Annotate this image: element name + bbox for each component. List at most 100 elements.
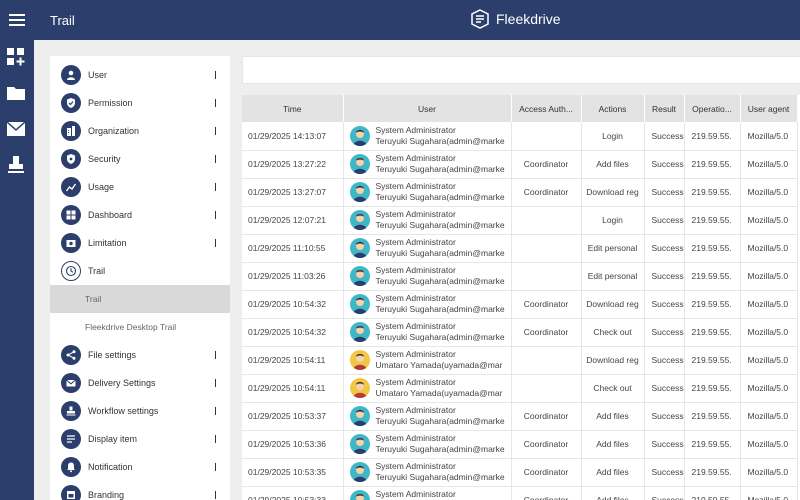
cell-result: Success xyxy=(644,402,685,431)
cell-action: Add files xyxy=(581,402,645,431)
table-row[interactable]: 01/29/2025 14:13:07 System Administrator T… xyxy=(242,122,798,151)
hamburger-menu-icon[interactable] xyxy=(0,0,34,40)
clock-icon xyxy=(61,261,81,281)
table-row[interactable]: 01/29/2025 10:54:11 System Administrator U… xyxy=(242,346,798,375)
user-name: Umataro Yamada(uyamada@mar xyxy=(375,388,503,398)
table-row[interactable]: 01/29/2025 10:54:32 System Administrator T… xyxy=(242,290,798,319)
avatar xyxy=(349,238,370,258)
stamp-icon[interactable] xyxy=(5,154,27,176)
table-row[interactable]: 01/29/2025 10:53:35 System Administrator T… xyxy=(242,458,798,487)
cell-access-authority xyxy=(511,206,582,235)
cell-result: Success xyxy=(644,262,685,291)
sidebar-item-branding[interactable]: Branding xyxy=(50,481,230,500)
folder-icon[interactable] xyxy=(5,82,27,104)
column-header-time[interactable]: Time xyxy=(242,95,344,122)
user-name: Teruyuki Sugahara(admin@marke xyxy=(375,472,505,482)
cell-operation: 219.59.55. xyxy=(684,262,741,291)
column-header-access-authority[interactable]: Access Auth... xyxy=(511,95,582,122)
column-header-user[interactable]: User xyxy=(343,95,512,122)
avatar xyxy=(349,434,370,454)
sidebar-item-trail[interactable]: Trail xyxy=(50,257,230,285)
chevron-icon xyxy=(215,183,216,191)
column-header-actions[interactable]: Actions xyxy=(581,95,645,122)
cell-access-authority: Coordinator xyxy=(511,150,582,179)
cell-operation: 219.59.55. xyxy=(684,206,741,235)
table-row[interactable]: 01/29/2025 11:03:26 System Administrator T… xyxy=(242,262,798,291)
sidebar-item-file-settings[interactable]: File settings xyxy=(50,341,230,369)
chevron-icon xyxy=(215,211,216,219)
cell-operation: 219.59.55. xyxy=(684,290,741,319)
sidebar-item-usage[interactable]: Usage xyxy=(50,173,230,201)
cell-result: Success xyxy=(644,430,685,459)
avatar xyxy=(349,322,370,342)
user-role: System Administrator xyxy=(375,209,456,219)
sidebar-subitem-trail[interactable]: Trail xyxy=(50,285,230,313)
sidebar-item-user[interactable]: User xyxy=(50,61,230,89)
sidebar-subitem-desktop-trail[interactable]: Fleekdrive Desktop Trail xyxy=(85,322,177,332)
table-row[interactable]: 01/29/2025 10:54:11 System Administrator U… xyxy=(242,374,798,403)
cell-time: 01/29/2025 10:54:11 xyxy=(242,346,344,375)
chevron-icon xyxy=(215,239,216,247)
brand-logo[interactable]: Fleekdrive xyxy=(470,9,561,29)
cell-time: 01/29/2025 10:54:32 xyxy=(242,318,344,347)
dashboard-add-icon[interactable] xyxy=(5,46,27,68)
column-header-user-agent[interactable]: User agent xyxy=(740,95,798,122)
sidebar-item-delivery-settings[interactable]: Delivery Settings xyxy=(50,369,230,397)
workflow-icon xyxy=(61,401,81,421)
column-header-result[interactable]: Result xyxy=(644,95,685,122)
filter-bar[interactable] xyxy=(242,56,800,84)
sidebar-item-permission[interactable]: Permission xyxy=(50,89,230,117)
sidebar-item-display-item[interactable]: Display item xyxy=(50,425,230,453)
top-bar: Trail Fleekdrive xyxy=(0,0,800,40)
user-name: Teruyuki Sugahara(admin@marke xyxy=(375,135,505,146)
chevron-icon xyxy=(215,491,216,499)
table-row[interactable]: 01/29/2025 13:27:07 System Administrator T… xyxy=(242,178,798,207)
cell-action: Download reg xyxy=(581,290,645,319)
chevron-icon xyxy=(215,407,216,415)
sidebar-item-security[interactable]: Security xyxy=(50,145,230,173)
user-role: System Administrator xyxy=(375,405,456,415)
table-row[interactable]: 01/29/2025 10:53:37 System Administrator T… xyxy=(242,402,798,431)
cell-operation: 219.59.55. xyxy=(684,346,741,375)
cell-result: Success xyxy=(644,150,685,179)
table-row[interactable]: 01/29/2025 10:54:32 System Administrator T… xyxy=(242,318,798,347)
table-row[interactable]: 01/29/2025 12:07:21 System Administrator T… xyxy=(242,206,798,235)
table-row[interactable]: 01/29/2025 13:27:22 System Administrator T… xyxy=(242,150,798,179)
column-header-operation[interactable]: Operatio... xyxy=(684,95,741,122)
cell-access-authority: Coordinator xyxy=(511,486,582,500)
display-list-icon xyxy=(61,429,81,449)
user-role: System Administrator xyxy=(375,433,456,443)
cell-user-agent: Mozilla/5.0 xyxy=(740,374,798,403)
sidebar-item-limitation[interactable]: Limitation xyxy=(50,229,230,257)
sidebar-item-label: Workflow settings xyxy=(88,406,159,416)
cell-user-agent: Mozilla/5.0 xyxy=(740,234,798,263)
avatar xyxy=(349,266,370,286)
page-title: Trail xyxy=(50,13,75,28)
settings-sidebar: User Permission Organization Security Us… xyxy=(50,56,230,500)
user-role: System Administrator xyxy=(375,265,456,275)
sidebar-item-organization[interactable]: Organization xyxy=(50,117,230,145)
mail-icon[interactable] xyxy=(5,118,27,140)
cell-action: Add files xyxy=(581,486,645,500)
avatar xyxy=(349,490,370,500)
sidebar-item-label: Display item xyxy=(88,434,138,444)
chevron-icon xyxy=(215,155,216,163)
sidebar-item-label: Branding xyxy=(88,490,125,500)
cell-access-authority: Coordinator xyxy=(511,402,582,431)
sidebar-item-label: Usage xyxy=(88,182,115,192)
table-row[interactable]: 01/29/2025 10:53:36 System Administrator T… xyxy=(242,430,798,459)
sidebar-item-workflow-settings[interactable]: Workflow settings xyxy=(50,397,230,425)
sidebar-item-notification[interactable]: Notification xyxy=(50,453,230,481)
table-row[interactable]: 01/29/2025 11:10:55 System Administrator T… xyxy=(242,234,798,263)
sidebar-item-dashboard[interactable]: Dashboard xyxy=(50,201,230,229)
user-role: System Administrator xyxy=(375,461,456,471)
user-role: System Administrator xyxy=(375,377,456,387)
cell-access-authority: Coordinator xyxy=(511,458,582,487)
cell-time: 01/29/2025 10:53:35 xyxy=(242,458,344,487)
avatar xyxy=(349,182,370,202)
cell-user-agent: Mozilla/5.0 xyxy=(740,122,798,151)
